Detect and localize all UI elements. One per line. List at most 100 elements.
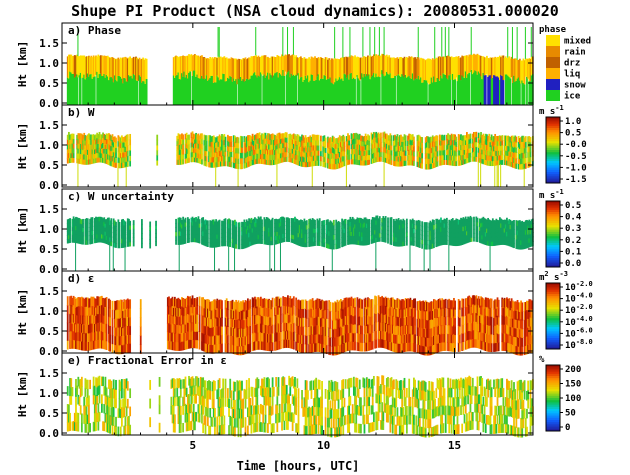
data-cell xyxy=(248,135,250,141)
data-cell xyxy=(276,148,279,155)
data-cell xyxy=(261,227,263,232)
data-cell xyxy=(387,139,389,146)
data-cell xyxy=(372,221,375,227)
data-cell xyxy=(429,243,432,250)
data-cell xyxy=(389,158,392,165)
data-cell xyxy=(201,217,203,223)
phase-cell xyxy=(86,73,89,105)
data-cell xyxy=(230,151,233,158)
phase-cell xyxy=(100,76,103,105)
data-cell xyxy=(76,158,79,164)
data-cell xyxy=(122,147,124,153)
data-cell xyxy=(73,297,76,307)
data-cell xyxy=(110,218,113,224)
phase-cell xyxy=(395,57,398,77)
phase-cell xyxy=(402,75,405,105)
data-cell xyxy=(418,162,421,168)
data-cell xyxy=(524,136,527,143)
data-cell xyxy=(360,150,362,156)
data-cell xyxy=(380,156,382,162)
data-cell xyxy=(403,144,406,151)
data-cell xyxy=(270,240,273,246)
data-cell xyxy=(100,225,103,231)
data-cell xyxy=(72,216,75,222)
phase-cell xyxy=(219,79,222,105)
data-cell xyxy=(66,235,69,240)
data-cell xyxy=(85,140,88,146)
data-cell xyxy=(490,224,493,230)
phase-cell xyxy=(225,81,228,105)
data-cell xyxy=(327,228,329,235)
data-cell xyxy=(209,229,212,235)
data-cell xyxy=(119,157,122,164)
phase-cell xyxy=(496,76,499,105)
data-cell xyxy=(340,161,342,168)
data-cell xyxy=(214,151,216,158)
data-cell xyxy=(89,149,91,155)
data-cell xyxy=(490,228,493,234)
data-cell xyxy=(428,222,431,228)
data-cell xyxy=(118,136,121,143)
data-cell xyxy=(435,232,438,238)
phase-cell xyxy=(130,75,133,105)
data-cell xyxy=(239,141,242,148)
data-cell xyxy=(397,218,400,224)
data-cell xyxy=(89,298,91,308)
phase-cell xyxy=(285,74,288,105)
data-cell xyxy=(393,232,395,238)
phase-cell xyxy=(317,74,320,105)
data-cell xyxy=(468,217,471,222)
data-cell xyxy=(357,134,360,141)
phase-cell xyxy=(389,57,392,74)
data-cell xyxy=(506,160,508,166)
phase-cell xyxy=(473,53,475,73)
data-cell xyxy=(410,134,413,141)
data-cell xyxy=(374,147,376,153)
colorbar-title: phase xyxy=(539,25,567,35)
data-cell xyxy=(468,225,471,231)
data-cell xyxy=(347,148,349,155)
data-cell xyxy=(263,148,266,155)
data-cell xyxy=(523,221,526,227)
data-cell xyxy=(509,219,512,225)
data-cell xyxy=(382,137,385,143)
data-cell xyxy=(397,232,400,238)
data-cell xyxy=(285,237,288,242)
data-cell xyxy=(329,137,332,143)
data-cell xyxy=(370,219,373,225)
data-cell xyxy=(69,153,71,159)
data-cell xyxy=(284,136,287,143)
phase-cell xyxy=(217,77,220,105)
data-cell xyxy=(508,155,511,162)
fallstreak xyxy=(279,242,281,271)
data-cell xyxy=(360,145,362,151)
phase-cell xyxy=(118,75,121,105)
phase-cell xyxy=(440,75,442,105)
data-cell xyxy=(121,146,123,153)
data-cell xyxy=(122,237,124,244)
data-cell xyxy=(468,138,471,145)
phase-cell xyxy=(239,59,242,77)
data-cell xyxy=(203,220,206,226)
colorbar-frame xyxy=(545,200,561,268)
data-cell xyxy=(73,339,76,349)
data-cell xyxy=(305,242,308,248)
data-cell xyxy=(344,227,347,233)
phase-cell xyxy=(437,79,440,105)
data-cell xyxy=(121,224,123,230)
data-cell xyxy=(506,240,508,246)
data-cell xyxy=(215,228,217,234)
data-cell xyxy=(214,238,216,244)
data-cell xyxy=(443,231,446,237)
data-cell xyxy=(309,135,312,142)
colorbar-strip xyxy=(546,174,560,177)
data-cell xyxy=(514,162,517,169)
data-cell xyxy=(310,228,313,234)
data-cell xyxy=(117,135,120,142)
data-cell xyxy=(117,146,120,153)
data-cell xyxy=(348,227,351,233)
data-cell xyxy=(355,143,358,150)
data-cell xyxy=(455,146,458,152)
data-cell xyxy=(181,227,183,233)
data-cell xyxy=(455,155,458,162)
